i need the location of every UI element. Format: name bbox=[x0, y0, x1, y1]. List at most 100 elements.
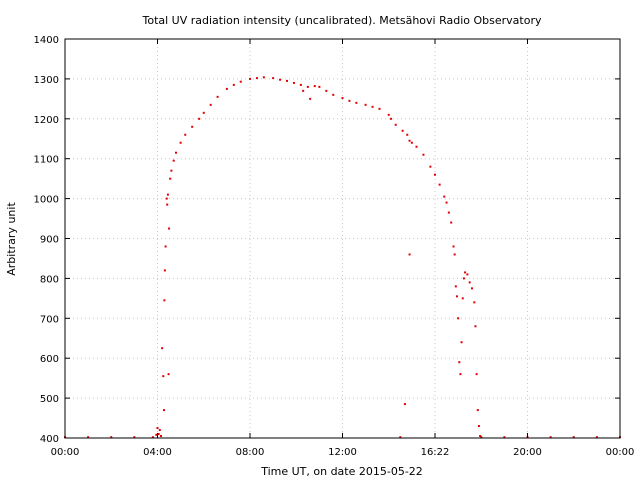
x-tick-label: 04:00 bbox=[143, 447, 172, 458]
data-point bbox=[209, 103, 212, 106]
data-point bbox=[457, 317, 460, 320]
data-point bbox=[332, 93, 335, 96]
data-point bbox=[415, 145, 418, 148]
x-tick-label: 00:00 bbox=[51, 447, 80, 458]
data-point bbox=[87, 436, 90, 439]
data-point bbox=[157, 433, 160, 436]
data-point bbox=[445, 201, 448, 204]
data-point bbox=[453, 253, 456, 256]
data-point bbox=[262, 76, 265, 79]
data-point bbox=[162, 409, 165, 412]
data-point bbox=[452, 245, 455, 248]
data-point bbox=[459, 373, 462, 376]
data-point bbox=[286, 79, 288, 82]
data-point bbox=[198, 117, 201, 120]
x-tick-label: 16:22 bbox=[421, 447, 450, 458]
data-point bbox=[408, 253, 411, 256]
y-axis-ticks: 400 500 600 700 800 900 1000 1100 1200 1300 1400 bbox=[34, 35, 620, 445]
data-point bbox=[166, 203, 169, 206]
y-tick-label: 1300 bbox=[34, 75, 59, 86]
data-point bbox=[447, 211, 450, 214]
x-tick-label: 20:00 bbox=[513, 447, 542, 458]
data-point bbox=[471, 287, 473, 290]
x-axis-label: Time UT, on date 2015-05-22 bbox=[260, 465, 423, 478]
data-point bbox=[159, 435, 162, 438]
grid-lines bbox=[65, 39, 620, 438]
data-point bbox=[306, 85, 309, 88]
data-point bbox=[179, 141, 182, 144]
y-tick-label: 700 bbox=[40, 314, 59, 325]
data-point bbox=[169, 177, 172, 180]
data-point bbox=[163, 269, 166, 272]
data-point bbox=[399, 436, 402, 439]
data-point bbox=[155, 433, 158, 436]
data-point bbox=[164, 245, 167, 248]
data-point bbox=[450, 221, 453, 224]
data-point bbox=[458, 361, 461, 364]
data-point bbox=[572, 436, 575, 439]
data-point bbox=[443, 195, 446, 198]
data-point bbox=[151, 436, 154, 439]
data-point bbox=[371, 105, 374, 108]
data-point bbox=[110, 436, 113, 439]
y-tick-label: 900 bbox=[40, 235, 59, 246]
x-tick-label: 12:00 bbox=[328, 447, 357, 458]
data-point bbox=[302, 89, 305, 92]
y-tick-label: 400 bbox=[40, 434, 59, 445]
data-point bbox=[167, 373, 170, 376]
y-tick-label: 1200 bbox=[34, 115, 59, 126]
data-point bbox=[595, 436, 598, 439]
x-tick-label: 00:00 bbox=[606, 447, 635, 458]
data-point bbox=[239, 80, 242, 83]
data-point bbox=[462, 277, 465, 280]
data-point bbox=[473, 301, 476, 304]
chart-title: Total UV radiation intensity (uncalibrat… bbox=[142, 14, 542, 27]
data-point bbox=[309, 97, 312, 100]
data-point bbox=[434, 173, 436, 176]
data-point bbox=[313, 85, 316, 88]
data-point bbox=[318, 85, 321, 88]
data-point bbox=[454, 285, 457, 288]
data-point bbox=[466, 273, 469, 276]
data-point bbox=[460, 341, 463, 344]
data-point bbox=[410, 141, 413, 144]
data-point bbox=[279, 78, 282, 81]
data-point bbox=[479, 435, 482, 438]
data-point bbox=[325, 89, 328, 92]
data-point bbox=[480, 436, 483, 439]
data-point bbox=[403, 403, 406, 406]
data-point bbox=[341, 97, 344, 100]
data-point bbox=[232, 83, 235, 86]
data-point bbox=[387, 113, 390, 116]
data-point bbox=[225, 87, 228, 90]
y-tick-label: 600 bbox=[40, 354, 59, 365]
data-point bbox=[429, 165, 432, 168]
data-point bbox=[549, 436, 552, 439]
data-point bbox=[406, 133, 409, 136]
data-point bbox=[408, 139, 411, 142]
x-tick-label: 08:00 bbox=[236, 447, 265, 458]
data-point bbox=[503, 436, 506, 439]
data-point bbox=[133, 436, 136, 439]
data-point bbox=[249, 77, 251, 80]
y-tick-label: 500 bbox=[40, 394, 59, 405]
data-point bbox=[461, 297, 464, 300]
y-tick-label: 1000 bbox=[34, 195, 59, 206]
data-point bbox=[348, 99, 351, 102]
data-point bbox=[168, 227, 171, 230]
data-point bbox=[170, 169, 173, 172]
data-point bbox=[165, 197, 168, 200]
data-point bbox=[390, 117, 393, 120]
data-point bbox=[172, 159, 175, 162]
data-point bbox=[184, 133, 187, 136]
data-point bbox=[364, 103, 367, 106]
data-point bbox=[299, 83, 302, 86]
data-point bbox=[438, 183, 441, 186]
data-point bbox=[468, 281, 471, 284]
data-point bbox=[475, 373, 478, 376]
data-point bbox=[163, 299, 166, 302]
data-point bbox=[162, 375, 165, 378]
data-point bbox=[474, 325, 477, 328]
data-point bbox=[166, 193, 169, 196]
